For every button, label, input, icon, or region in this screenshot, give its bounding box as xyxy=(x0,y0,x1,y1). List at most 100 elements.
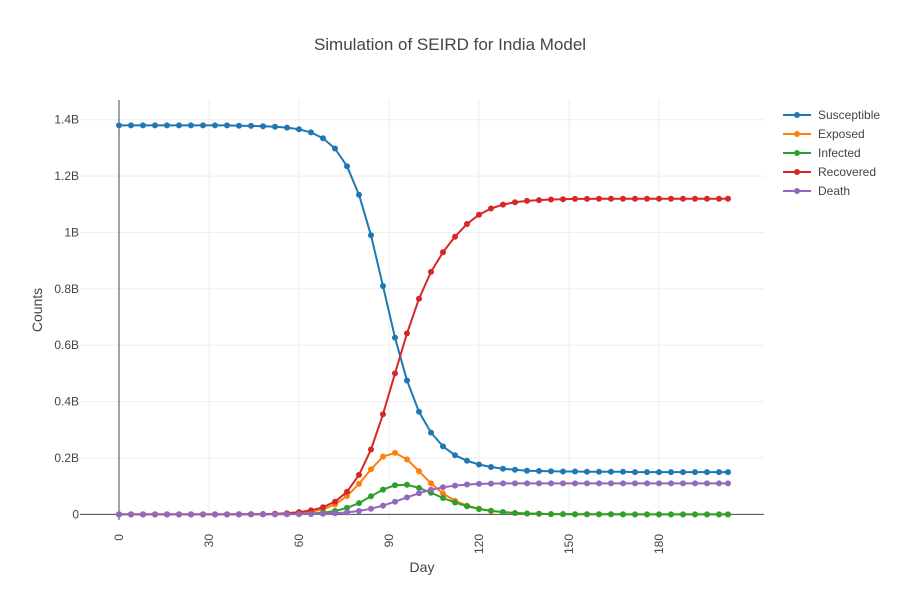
legend-item-exposed[interactable]: Exposed xyxy=(783,127,865,141)
data-point xyxy=(668,195,674,202)
data-point xyxy=(272,123,278,130)
data-point xyxy=(320,135,326,142)
data-point xyxy=(725,469,731,476)
data-point xyxy=(452,482,458,489)
legend-item-death[interactable]: Death xyxy=(783,184,850,198)
data-point xyxy=(164,122,170,129)
data-point xyxy=(344,504,350,511)
data-point xyxy=(572,468,578,475)
data-point xyxy=(404,330,410,337)
y-axis-title: Counts xyxy=(29,288,45,332)
data-point xyxy=(560,480,566,487)
series-line-susceptible xyxy=(119,124,728,474)
y-tick-label: 1B xyxy=(64,225,79,239)
data-point xyxy=(464,457,470,464)
data-point xyxy=(620,195,626,202)
data-point xyxy=(392,334,398,341)
data-point xyxy=(548,196,554,203)
data-point xyxy=(236,122,242,129)
data-point xyxy=(404,494,410,501)
data-point xyxy=(344,509,350,516)
data-point xyxy=(536,510,542,517)
data-point xyxy=(296,126,302,133)
legend-item-susceptible[interactable]: Susceptible xyxy=(783,108,880,122)
data-point xyxy=(644,469,650,476)
data-point xyxy=(128,122,134,129)
data-point xyxy=(368,505,374,512)
data-point xyxy=(644,195,650,202)
data-point xyxy=(356,480,362,487)
data-point xyxy=(356,508,362,514)
tick-labels: 0 30 60 90 120 150 180 0 0.2B 0.4B 0.6B 0.8B 1B 1.2B 1… xyxy=(54,113,666,554)
series-group xyxy=(116,122,731,518)
data-point xyxy=(548,480,554,487)
data-point xyxy=(644,480,650,487)
y-tick-label: 0.8B xyxy=(54,282,79,296)
x-tick-label: 150 xyxy=(562,534,576,554)
data-point xyxy=(332,145,338,152)
series-death xyxy=(116,480,731,518)
data-point xyxy=(560,511,566,518)
data-point xyxy=(188,122,194,129)
data-point xyxy=(488,507,494,514)
data-point xyxy=(452,499,458,506)
legend-item-recovered[interactable]: Recovered xyxy=(783,165,876,179)
x-tick-label: 120 xyxy=(472,534,486,554)
data-point xyxy=(224,122,230,129)
data-point xyxy=(692,195,698,202)
grid-lines xyxy=(80,100,764,520)
data-point xyxy=(488,480,494,487)
y-tick-label: 0.4B xyxy=(54,395,79,409)
data-point xyxy=(668,480,674,487)
data-point xyxy=(404,481,410,488)
data-point xyxy=(392,370,398,377)
legend-marker-swatch xyxy=(794,131,800,137)
legend-item-infected[interactable]: Infected xyxy=(783,146,861,160)
data-point xyxy=(500,509,506,516)
data-point xyxy=(608,468,614,475)
series-line-death xyxy=(119,482,728,516)
data-point xyxy=(404,377,410,384)
data-point xyxy=(236,511,242,518)
x-axis-title: Day xyxy=(410,559,435,575)
x-tick-label: 180 xyxy=(652,534,666,554)
legend-label: Infected xyxy=(818,146,861,160)
data-point xyxy=(308,129,314,136)
data-point xyxy=(704,195,710,202)
data-point xyxy=(248,122,254,129)
data-point xyxy=(632,511,638,518)
data-point xyxy=(620,480,626,487)
data-point xyxy=(200,122,206,129)
data-point xyxy=(392,498,398,505)
data-point xyxy=(596,468,602,475)
legend-marker-swatch xyxy=(794,188,800,194)
data-point xyxy=(620,468,626,475)
data-point xyxy=(224,511,230,518)
data-point xyxy=(596,195,602,202)
legend[interactable]: Susceptible Exposed Infected Recovered Death xyxy=(783,108,880,198)
data-point xyxy=(404,456,410,463)
data-point xyxy=(725,480,731,487)
data-point xyxy=(488,205,494,212)
data-point xyxy=(680,511,686,518)
data-point xyxy=(548,511,554,518)
data-point xyxy=(464,503,470,510)
data-point xyxy=(284,511,290,518)
data-point xyxy=(500,201,506,208)
data-point xyxy=(380,486,386,493)
data-point xyxy=(332,498,338,505)
data-point xyxy=(368,446,374,453)
data-point xyxy=(512,199,518,206)
data-point xyxy=(680,195,686,202)
data-point xyxy=(656,469,662,476)
data-point xyxy=(368,466,374,473)
data-point xyxy=(356,191,362,198)
data-point xyxy=(152,122,158,129)
legend-label: Susceptible xyxy=(818,108,880,122)
data-point xyxy=(692,480,698,487)
data-point xyxy=(176,511,182,518)
legend-label: Exposed xyxy=(818,127,865,141)
data-point xyxy=(632,195,638,202)
data-point xyxy=(608,195,614,202)
